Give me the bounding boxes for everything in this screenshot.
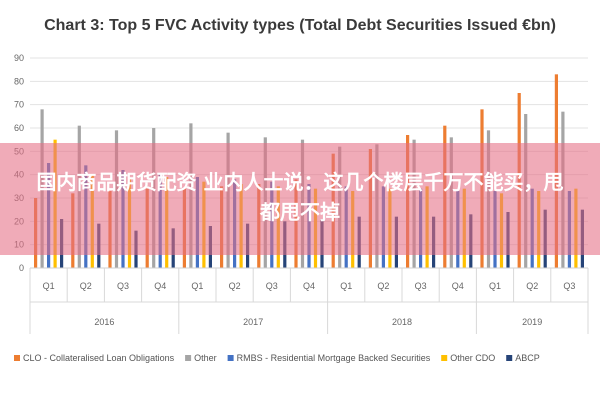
x-group-label: 2016 [94,317,114,327]
legend-swatch [441,355,448,361]
x-group-label: 2019 [522,317,542,327]
y-tick-label: 60 [14,123,24,133]
x-tick-label: Q4 [154,281,166,291]
x-tick-label: Q4 [452,281,464,291]
x-tick-label: Q2 [377,281,389,291]
x-tick-label: Q2 [80,281,92,291]
x-tick-label: Q1 [191,281,203,291]
legend-label: CLO - Collateralised Loan Obligations [23,353,175,363]
watermark-banner [0,143,600,255]
x-tick-label: Q4 [303,281,315,291]
legend-swatch [185,355,192,361]
legend: CLO - Collateralised Loan Obligations Oth… [14,353,540,363]
y-tick-label: 90 [14,53,24,63]
legend-label: ABCP [515,353,540,363]
x-axis: Q1 Q2 Q3 Q4 Q1 Q2 Q3 Q4 Q1 Q2 Q3 Q4 Q1 Q2 Q3 2016 2017 20… [29,267,589,334]
x-tick-label: Q1 [340,281,352,291]
x-tick-label: Q3 [563,281,575,291]
legend-swatch [14,355,20,361]
legend-label: RMBS - Residential Mortgage Backed Secur… [237,353,431,363]
x-tick-label: Q2 [229,281,241,291]
x-tick-label: Q2 [526,281,538,291]
x-group-label: 2018 [392,317,412,327]
legend-swatch [227,355,234,361]
x-tick-label: Q3 [415,281,427,291]
x-tick-label: Q1 [489,281,501,291]
y-tick-label: 70 [14,100,24,110]
legend-swatch [506,355,513,361]
legend-label: Other CDO [450,353,495,363]
legend-label: Other [194,353,217,363]
x-tick-label: Q3 [266,281,278,291]
y-tick-label: 0 [19,263,24,273]
overlay-text: 国内商品期货配资 业内人士说：这几个楼层千万不能买，甩都甩不掉 [36,170,564,224]
x-tick-label: Q1 [43,281,55,291]
chart-title: Chart 3: Top 5 FVC Activity types (Total… [44,17,556,34]
x-tick-label: Q3 [117,281,129,291]
y-tick-label: 80 [14,76,24,86]
x-group-label: 2017 [243,317,263,327]
